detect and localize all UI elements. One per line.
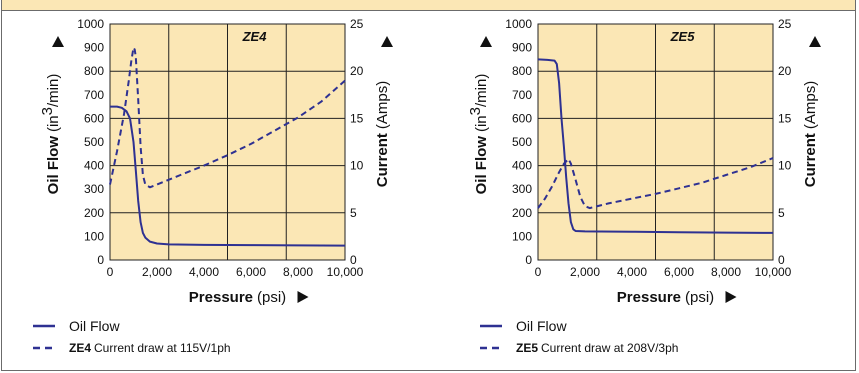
y-left-tick-label: 300: [512, 182, 532, 196]
y-left-tick-label: 200: [84, 206, 104, 220]
y-left-tick-label: 0: [97, 253, 104, 267]
y-left-tick-label: 900: [512, 41, 532, 55]
y-right-tick-label: 5: [778, 206, 785, 220]
x-axis-label-name: Pressure: [189, 289, 253, 306]
y-left-tick-label: 600: [512, 111, 532, 125]
x-tick-label: 0: [535, 265, 542, 279]
legend-current-text: Current draw at 115V/1ph: [94, 341, 231, 355]
y-left-tick-label: 200: [512, 206, 532, 220]
y-right-tick-label: 25: [350, 17, 364, 31]
x-tick-label: 0: [107, 265, 114, 279]
current-series-line: [537, 157, 774, 210]
plot-border: [109, 23, 346, 261]
x-tick-label: 6,000: [664, 265, 694, 279]
y-left-tick-label: 900: [84, 41, 104, 55]
header-band: [1, 0, 856, 11]
y-left-tick-label: 500: [84, 135, 104, 149]
y-left-tick-label: 400: [84, 159, 104, 173]
y-right-axis-label-name: Current: [802, 133, 819, 187]
y-left-axis-label-unit-rest: /min): [473, 74, 490, 107]
y-left-tick-label: 500: [512, 135, 532, 149]
legend-oil-flow-label: Oil Flow: [516, 318, 567, 334]
x-tick-label: 2,000: [142, 265, 172, 279]
y-left-tick-label: 600: [84, 111, 104, 125]
y-left-tick-label: 1000: [77, 17, 104, 31]
legend-current-text: Current draw at 208V/3ph: [541, 341, 678, 355]
y-left-tick-label: 800: [84, 64, 104, 78]
y-right-tick-label: 20: [350, 64, 364, 78]
y-left-axis-label-name: Oil Flow: [45, 136, 62, 195]
y-right-tick-label: 15: [350, 111, 364, 125]
y-left-tick-label: 400: [512, 159, 532, 173]
legend-current-model: ZE4: [69, 341, 91, 355]
oil-flow-series-line: [110, 105, 346, 247]
legend-current-label: ZE4 Current draw at 115V/1ph: [69, 341, 231, 355]
y-right-tick-label: 25: [778, 17, 792, 31]
y-left-axis-label-unit: (in: [45, 115, 62, 132]
y-left-tick-label: 800: [512, 64, 532, 78]
y-left-tick-label: 700: [512, 88, 532, 102]
y-left-tick-label: 0: [525, 253, 532, 267]
y-right-tick-label: 20: [778, 64, 792, 78]
x-axis-label-unit: (psi): [685, 289, 714, 306]
y-right-tick-label: 10: [778, 159, 792, 173]
y-left-tick-label: 100: [84, 229, 104, 243]
y-right-axis-label: Current (Amps): [374, 81, 391, 188]
y-left-axis-arrow-icon: [52, 36, 64, 47]
x-tick-label: 6,000: [236, 265, 266, 279]
y-left-axis-arrow-icon: [480, 36, 492, 47]
chart-ze4: 0 2,000 4,000 6,000 8,000 10,0000100200300400…: [33, 17, 393, 355]
y-left-tick-label: 300: [84, 182, 104, 196]
y-right-axis-arrow-icon: [381, 36, 393, 47]
x-axis-arrow-icon: [297, 291, 309, 303]
x-axis-label-name: Pressure: [617, 289, 681, 306]
y-left-axis-label-sup: 3: [467, 107, 484, 115]
x-tick-label: 2,000: [570, 265, 600, 279]
y-left-tick-label: 1000: [505, 17, 532, 31]
x-tick-label: 10,000: [327, 265, 364, 279]
y-right-tick-label: 15: [778, 111, 792, 125]
y-left-axis-label-unit: (in: [473, 115, 490, 132]
x-tick-label: 4,000: [189, 265, 219, 279]
y-left-axis-label: Oil Flow (in3/min): [467, 74, 490, 195]
oil-flow-series-line: [537, 58, 774, 234]
x-tick-label: 4,000: [617, 265, 647, 279]
x-axis-label-unit: (psi): [257, 289, 286, 306]
y-right-tick-label: 5: [350, 206, 357, 220]
y-left-axis-label-unit-rest: /min): [45, 74, 62, 107]
chart-ze5: 0 2,000 4,000 6,000 8,000 10,0000100200300400…: [467, 17, 821, 355]
y-left-tick-label: 700: [84, 88, 104, 102]
chart-title: ZE5: [670, 29, 696, 44]
y-right-tick-label: 0: [350, 253, 357, 267]
x-axis-label: Pressure (psi): [189, 289, 286, 306]
y-left-tick-label: 100: [512, 229, 532, 243]
x-tick-label: 8,000: [711, 265, 741, 279]
y-right-tick-label: 10: [350, 159, 364, 173]
y-left-axis-label: Oil Flow (in3/min): [39, 74, 62, 195]
y-right-axis-label-name: Current: [374, 133, 391, 187]
legend-current-label: ZE5 Current draw at 208V/3ph: [516, 341, 678, 355]
chart-title: ZE4: [242, 29, 268, 44]
legend-current-model: ZE5: [516, 341, 538, 355]
legend-oil-flow-label: Oil Flow: [69, 318, 120, 334]
current-series-line: [109, 46, 346, 189]
plot-border: [537, 23, 774, 261]
y-left-axis-label-name: Oil Flow: [473, 136, 490, 195]
y-right-axis-arrow-icon: [809, 36, 821, 47]
x-axis-arrow-icon: [725, 291, 737, 303]
y-right-axis-label-unit: (Amps): [802, 81, 819, 129]
y-right-tick-label: 0: [778, 253, 785, 267]
y-right-axis-label-unit: (Amps): [374, 81, 391, 129]
x-tick-label: 8,000: [283, 265, 313, 279]
x-axis-label: Pressure (psi): [617, 289, 714, 306]
x-tick-label: 10,000: [755, 265, 792, 279]
y-left-axis-label-sup: 3: [39, 107, 56, 115]
y-right-axis-label: Current (Amps): [802, 81, 819, 188]
